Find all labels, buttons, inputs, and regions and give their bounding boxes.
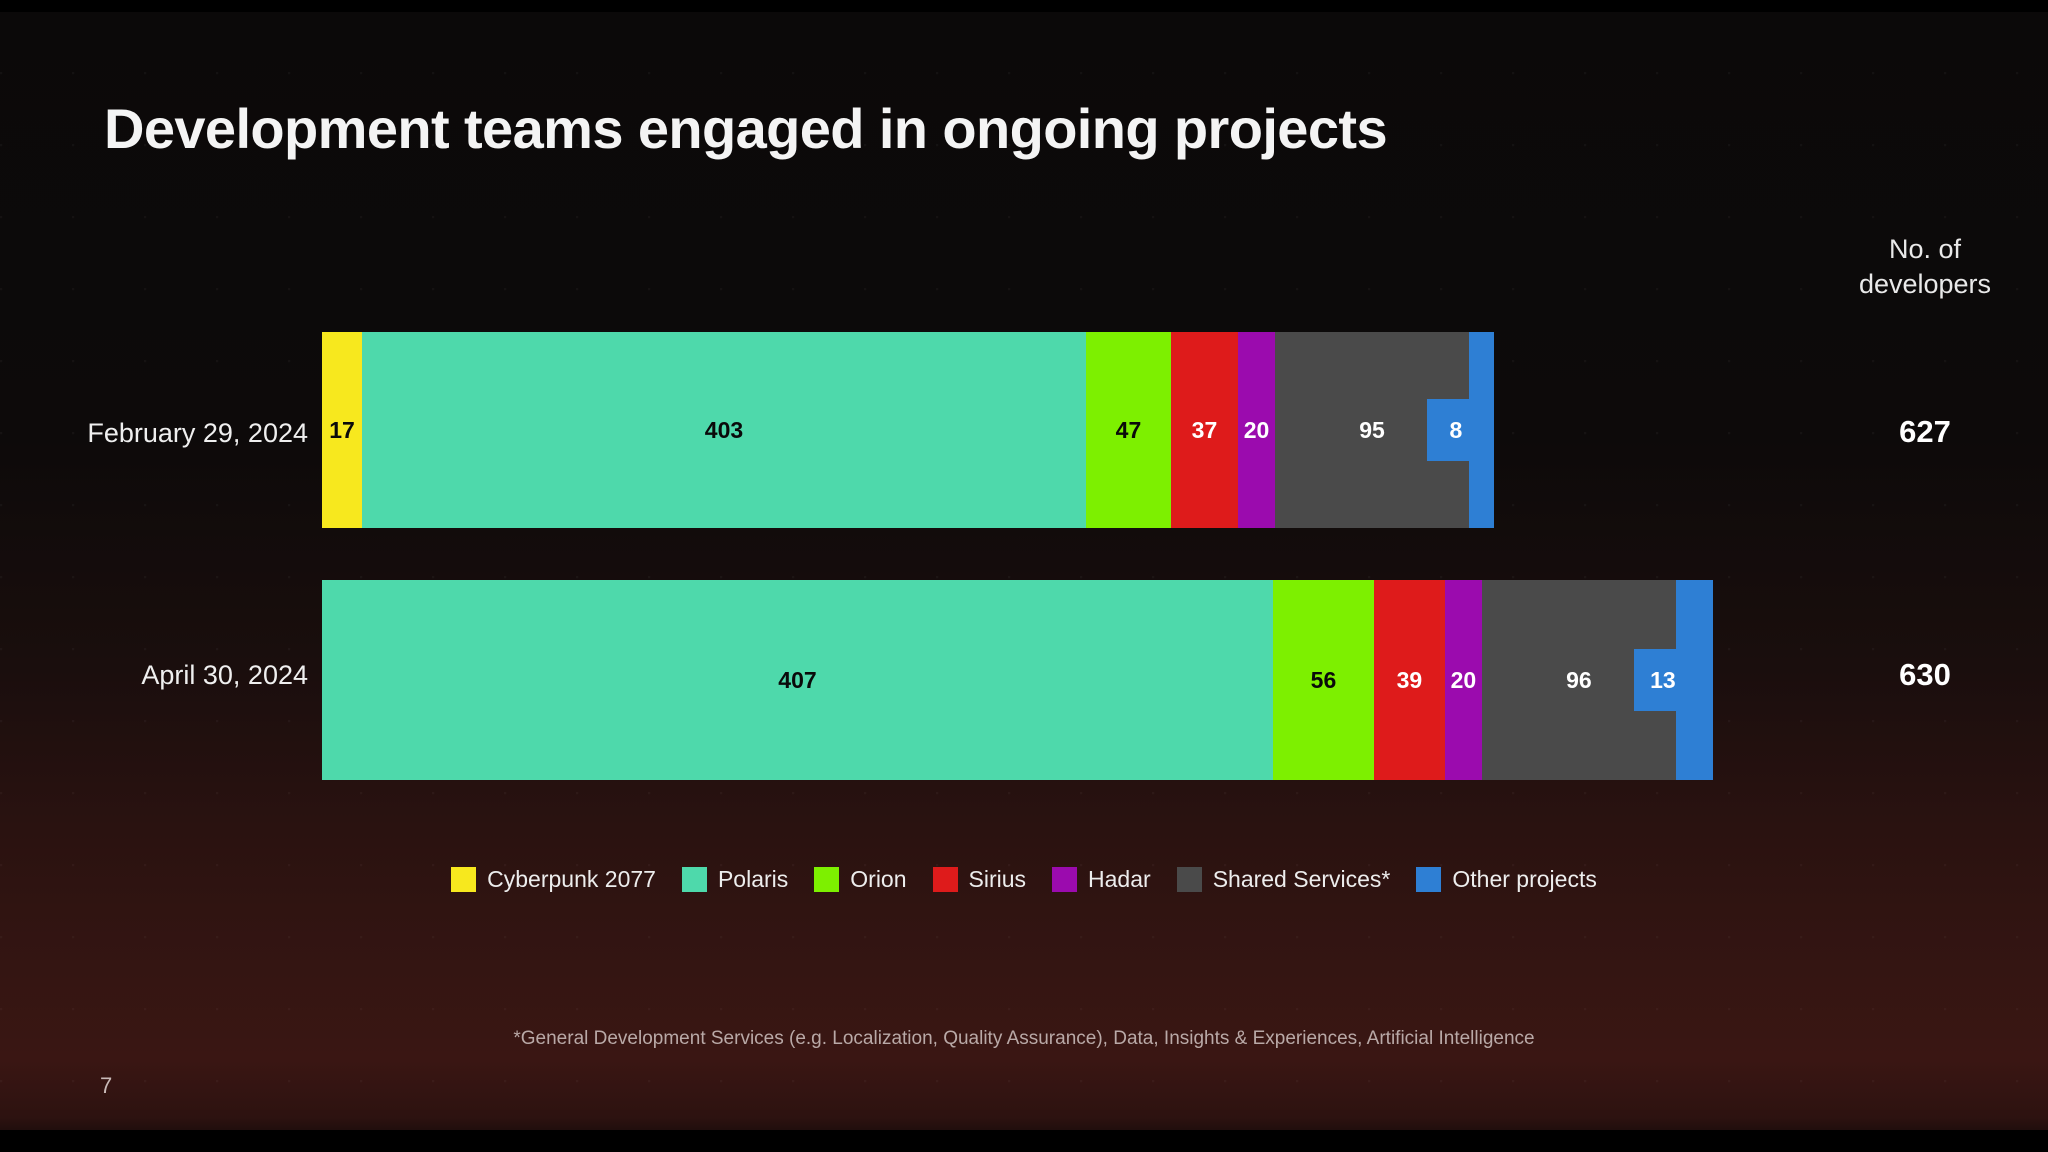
- segment-value: 37: [1191, 416, 1218, 443]
- stacked-bar-row-0: 17 403 47 37 20 95 8: [322, 332, 1798, 528]
- segment-value-callout: 8: [1426, 399, 1485, 461]
- legend-label: Cyberpunk 2077: [487, 866, 656, 892]
- category-label-row-1: April 30, 2024: [141, 660, 308, 690]
- bar-segment-orion: 47: [1085, 332, 1171, 528]
- legend-label: Orion: [850, 866, 907, 892]
- legend-item-orion[interactable]: Orion: [814, 866, 907, 893]
- legend-swatch-icon: [1176, 867, 1202, 892]
- bar-segment-hadar: 20: [1237, 332, 1276, 528]
- segment-value: 403: [704, 416, 744, 443]
- page-title: Development teams engaged in ongoing pro…: [104, 97, 1388, 160]
- segment-value: 20: [1243, 416, 1270, 443]
- page-number: 7: [100, 1073, 113, 1098]
- legend-item-polaris[interactable]: Polaris: [681, 866, 789, 893]
- legend-label: Other projects: [1452, 866, 1597, 892]
- legend-item-hadar[interactable]: Hadar: [1052, 866, 1151, 893]
- legend-swatch-icon: [932, 867, 958, 892]
- totals-column-header: No. of developers: [1820, 232, 2030, 301]
- segment-value: 17: [329, 416, 355, 443]
- segment-value: 96: [1566, 666, 1592, 693]
- letterbox-bottom: [0, 1130, 2048, 1152]
- legend-label: Shared Services*: [1212, 866, 1391, 892]
- bar-segment-cyberpunk-2077: 17: [322, 332, 362, 528]
- bar-segment-other-projects: 8: [1426, 332, 1495, 528]
- legend-item-shared-services[interactable]: Shared Services*: [1176, 866, 1391, 893]
- legend-item-other-projects[interactable]: Other projects: [1416, 866, 1597, 893]
- category-label-row-0: February 29, 2024: [87, 418, 308, 448]
- bar-segment-other-projects: 13: [1633, 580, 1713, 780]
- segment-value: 20: [1450, 666, 1477, 693]
- total-value-row-1: 630: [1899, 657, 1951, 692]
- legend-swatch-icon: [451, 867, 477, 892]
- bar-segment-hadar: 20: [1444, 580, 1482, 780]
- legend-item-sirius[interactable]: Sirius: [932, 866, 1027, 893]
- bar-segment-orion: 56: [1272, 580, 1374, 780]
- footnote: *General Development Services (e.g. Loca…: [513, 1028, 1535, 1049]
- bar-segment-sirius: 39: [1373, 580, 1445, 780]
- segment-value-callout: 13: [1633, 649, 1692, 711]
- segment-value: 56: [1310, 666, 1337, 693]
- segment-value: 39: [1396, 666, 1423, 693]
- legend-item-cyberpunk-2077[interactable]: Cyberpunk 2077: [451, 866, 656, 893]
- stacked-bar-row-1: 407 56 39 20 96 13: [322, 580, 1798, 780]
- letterbox-top: [0, 0, 2048, 12]
- bar-segment-polaris: 407: [322, 580, 1273, 780]
- chart-legend: Cyberpunk 2077 Polaris Orion Sirius Hadar Sha…: [0, 866, 2048, 893]
- total-value-row-0: 627: [1899, 414, 1951, 449]
- legend-swatch-icon: [1052, 867, 1078, 892]
- totals-header-line-2: developers: [1858, 268, 1992, 299]
- segment-value: 95: [1359, 416, 1385, 443]
- legend-label: Hadar: [1088, 866, 1151, 892]
- legend-label: Polaris: [717, 866, 789, 892]
- legend-swatch-icon: [681, 867, 707, 892]
- totals-header-line-1: No. of: [1888, 234, 1962, 264]
- segment-value: 407: [778, 666, 817, 693]
- legend-swatch-icon: [1416, 867, 1442, 892]
- bar-segment-sirius: 37: [1170, 332, 1238, 528]
- segment-value: 47: [1115, 416, 1142, 443]
- bar-segment-polaris: 403: [361, 332, 1086, 528]
- legend-label: Sirius: [968, 866, 1027, 892]
- segment-value: 13: [1650, 666, 1676, 693]
- segment-value: 8: [1449, 416, 1463, 443]
- legend-swatch-icon: [814, 867, 840, 892]
